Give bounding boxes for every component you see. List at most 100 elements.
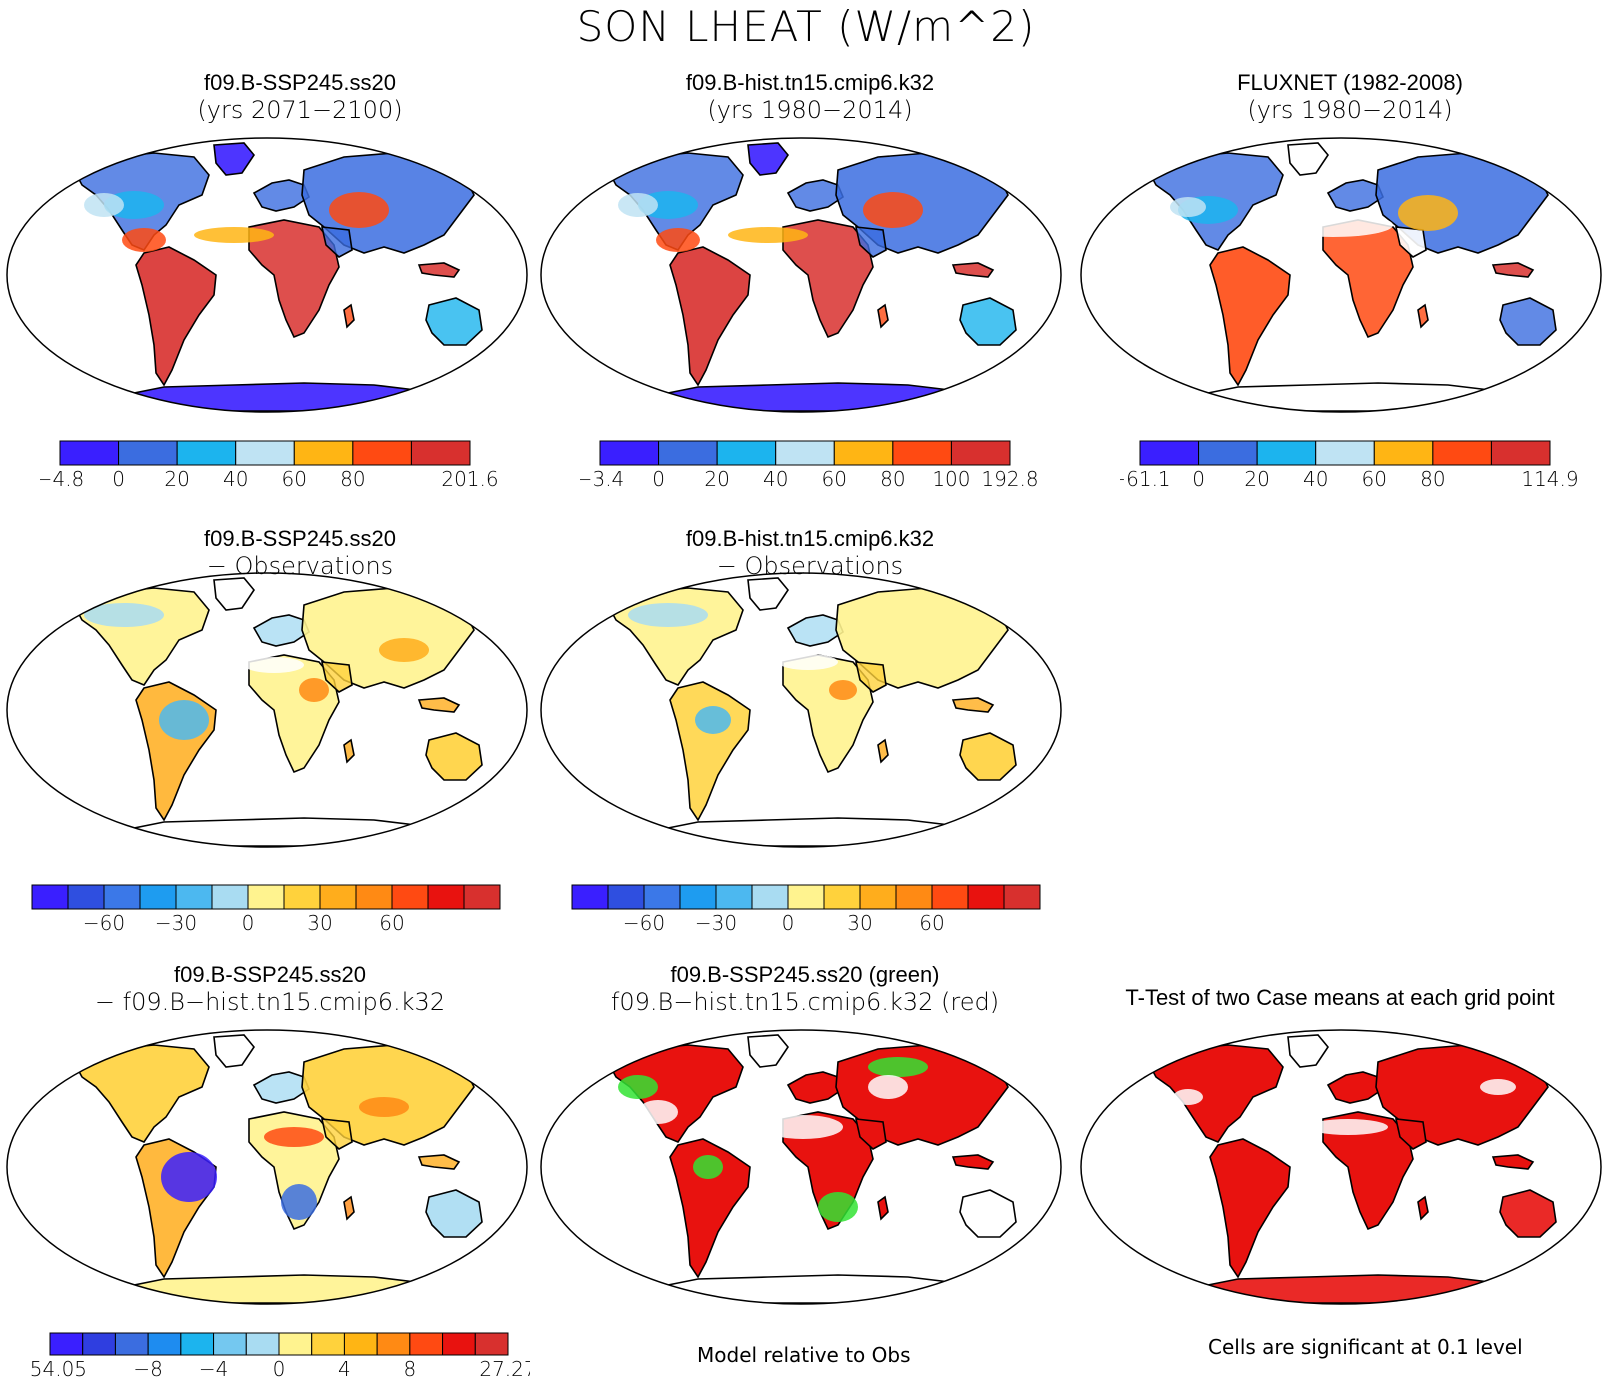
colorbar-swatch (599, 440, 660, 466)
landmass-madagascar (343, 1195, 355, 1221)
colorbar-swatch (967, 884, 1005, 910)
panel-7-title: f09.B-SSP245.ss20 (green) f09.B−hist.tn1… (545, 962, 1065, 1016)
colorbar-tick-label: 60 (379, 911, 404, 935)
colorbar-tick-label: 80 (1420, 467, 1445, 491)
colorbar-swatch (211, 884, 249, 910)
landmass-greenland (213, 142, 255, 176)
field-patch (695, 706, 731, 734)
landmass-antarctica (107, 817, 442, 847)
landmass-samerica (1209, 246, 1291, 387)
landmass-greenland (747, 1034, 789, 1068)
landmass-australia (425, 732, 483, 781)
field-patch (1173, 1089, 1203, 1105)
colorbar-swatch (751, 884, 789, 910)
panel-8-title-line1: T-Test of two Case means at each grid po… (1125, 985, 1555, 1010)
colorbar-swatch (1003, 884, 1041, 910)
colorbar-tick-label: 0 (782, 911, 795, 935)
field-patch (379, 638, 429, 662)
landmass-madagascar (877, 1195, 889, 1221)
colorbar-swatch (352, 440, 412, 466)
field-patch (194, 227, 274, 243)
landmass-greenland (213, 577, 255, 611)
colorbar-swatch (82, 1332, 116, 1356)
landmass-madagascar (877, 303, 889, 329)
field-patch (728, 227, 808, 243)
landmass-samerica (669, 1138, 751, 1279)
colorbar-tick-label: −60 (623, 911, 665, 935)
landmass-europe (1326, 179, 1384, 212)
colorbar-tick-label: −30 (155, 911, 197, 935)
map-panel-8 (1080, 1029, 1602, 1305)
landmass-arabia (854, 1118, 887, 1150)
colorbar-swatch (833, 440, 894, 466)
field-patch (264, 1127, 324, 1147)
map-panel-6 (6, 1029, 528, 1305)
colorbar-swatch (343, 1332, 378, 1356)
panel-3-title: FLUXNET (1982-2008) (yrs 1980−2014) (1180, 70, 1520, 124)
colorbar-swatch (643, 884, 681, 910)
map-border (6, 137, 528, 413)
colorbar-swatch (1432, 440, 1492, 466)
landmass-madagascar (877, 738, 889, 764)
colorbar-swatch (176, 440, 237, 466)
field-patch (1273, 213, 1393, 237)
panel-3-title-line1: FLUXNET (1982-2008) (1237, 70, 1463, 95)
colorbar-panel-6: −54.05 −8 −4 0 4 8 27.27 (30, 1332, 530, 1380)
panel-6-title-line2: − f09.B−hist.tn15.cmip6.k32 (94, 988, 446, 1016)
colorbar-tick-label: 60 (282, 467, 307, 491)
colorbar-swatch (1315, 440, 1375, 466)
colorbar-tick-label: 20 (1244, 467, 1269, 491)
colorbar-tick-label: −4 (199, 1357, 228, 1380)
landmass-arabia (320, 661, 353, 693)
field-patch (1308, 1119, 1388, 1135)
landmass-arabia (320, 1118, 353, 1150)
colorbar-swatch (59, 440, 120, 466)
panel-8-title: T-Test of two Case means at each grid po… (1075, 985, 1605, 1011)
colorbar-panel-4: −60 −30 0 30 60 (31, 884, 501, 935)
colorbar-swatch (895, 884, 933, 910)
colorbar-tick-label: 192.8 (981, 467, 1038, 491)
landmass-australia (1499, 1189, 1557, 1238)
colorbar-panel-2: −3.4 0 20 40 60 80 100 192.8 (580, 440, 1039, 491)
colorbar-swatch (410, 440, 471, 466)
colorbar-panel-3: −61.1 0 20 40 60 80 114.9 (1120, 440, 1579, 491)
colorbar-swatch (607, 884, 645, 910)
map-border (1080, 1029, 1602, 1305)
colorbar-tick-label: 201.6 (441, 467, 498, 491)
panel-2-title-line2: (yrs 1980−2014) (707, 96, 913, 124)
colorbar-tick-label: −60 (83, 911, 125, 935)
landmass-antarctica (107, 1274, 442, 1304)
panel-4-title: f09.B-SSP245.ss20 − Observations (100, 526, 500, 580)
field-patch (1480, 1079, 1516, 1095)
colorbar-swatch (950, 440, 1011, 466)
landmass-indonesia (951, 1154, 995, 1170)
colorbar-swatch (139, 884, 177, 910)
map-border (540, 1029, 1062, 1305)
colorbar-tick-label: 60 (1362, 467, 1387, 491)
colorbar-swatch (823, 884, 861, 910)
colorbar-tick-label: 0 (273, 1357, 286, 1380)
landmass-namerica (72, 587, 210, 686)
colorbar-swatch (1256, 440, 1317, 466)
field-patch (1170, 197, 1206, 217)
map-panel-3 (1080, 137, 1602, 413)
landmass-greenland (213, 1034, 255, 1068)
colorbar-tick-label: 0 (112, 467, 125, 491)
colorbar-swatch (311, 1332, 345, 1356)
colorbar-swatch (213, 1332, 247, 1356)
colorbar-tick-label: 4 (338, 1357, 351, 1380)
colorbar-swatch (474, 1332, 509, 1356)
colorbar-tick-label: 20 (704, 467, 729, 491)
panel-2-title-line1: f09.B-hist.tn15.cmip6.k32 (685, 70, 935, 95)
panel-1-title-line1: f09.B-SSP245.ss20 (203, 70, 396, 95)
field-patch (818, 1192, 858, 1222)
colorbar-swatch (278, 1332, 313, 1356)
colorbar-tick-label: −61.1 (1120, 467, 1171, 491)
colorbar-swatch (293, 440, 354, 466)
colorbar-tick-label: 80 (880, 467, 905, 491)
landmass-antarctica (641, 817, 976, 847)
colorbar-swatch (715, 884, 753, 910)
colorbar-tick-label: 0 (242, 911, 255, 935)
panel-7-title-line1: f09.B-SSP245.ss20 (green) (670, 962, 940, 987)
colorbar-swatch (1139, 440, 1200, 466)
